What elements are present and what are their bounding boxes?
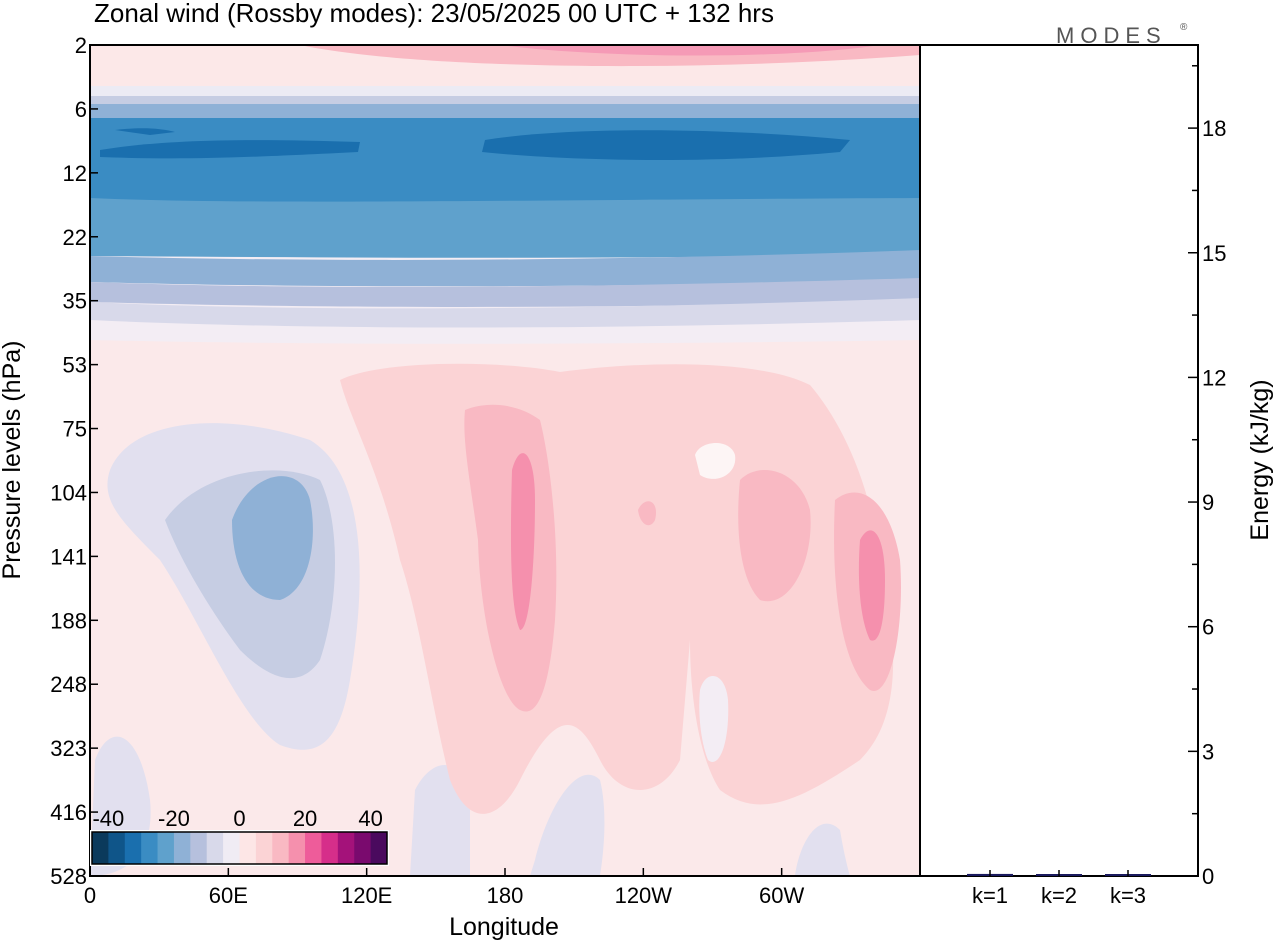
- y-axis-label: Pressure levels (hPa): [0, 341, 26, 580]
- modes-logo: MODES: [1056, 23, 1167, 48]
- registered-mark: ®: [1180, 22, 1188, 33]
- energy-tick-label: 9: [1202, 490, 1214, 515]
- energy-tick-label: 3: [1202, 739, 1214, 764]
- energy-bars: k=1 k=2 k=3: [967, 870, 1151, 908]
- energy-tick-label: 18: [1202, 116, 1226, 141]
- colorbar-swatch: [206, 832, 224, 864]
- colorbar: -40 -20 0 20 40: [90, 806, 389, 866]
- y-tick-label: 6: [75, 97, 87, 122]
- zonal-wind-heatmap: [90, 45, 920, 876]
- y-tick-label: 53: [63, 353, 87, 378]
- x-tick-label: 60W: [759, 883, 804, 908]
- x-tick-label: 0: [84, 883, 96, 908]
- y-tick-label: 528: [50, 864, 87, 889]
- colorbar-tick-label: 0: [233, 806, 245, 831]
- energy-axis-label: Energy (kJ/kg): [1246, 379, 1274, 540]
- energy-tick-label: 0: [1202, 864, 1214, 889]
- colorbar-swatch: [337, 832, 355, 864]
- colorbar-swatch: [239, 832, 257, 864]
- colorbar-swatch: [288, 832, 306, 864]
- x-tick-label: 60E: [209, 883, 248, 908]
- colorbar-swatch: [173, 832, 191, 864]
- colorbar-swatch: [354, 832, 372, 864]
- westerly-max-east: [858, 530, 885, 641]
- y-tick-label: 141: [50, 544, 87, 569]
- colorbar-swatch: [272, 832, 290, 864]
- energy-category-label: k=2: [1041, 883, 1077, 908]
- energy-category-label: k=1: [972, 883, 1008, 908]
- colorbar-swatch: [255, 832, 273, 864]
- y-tick-label: 416: [50, 800, 87, 825]
- y-tick-label: 35: [63, 289, 87, 314]
- energy-tick-label: 15: [1202, 241, 1226, 266]
- easterly-jet-band: [90, 118, 920, 206]
- colorbar-swatch: [157, 832, 175, 864]
- energy-category-label: k=3: [1110, 883, 1146, 908]
- colorbar-swatch: [108, 832, 126, 864]
- westerly-max-west: [510, 453, 535, 630]
- energy-tick-label: 12: [1202, 365, 1226, 390]
- y-tick-label: 2: [75, 33, 87, 58]
- y-axis-ticks: 2 6 12 22 35 53 75 104 141 188 248 323 416 528: [50, 33, 98, 889]
- colorbar-swatch: [370, 832, 388, 864]
- colorbar-swatch: [124, 832, 142, 864]
- y-tick-label: 188: [50, 608, 87, 633]
- energy-axis-ticks: 0 3 6 9 12 15 18: [1188, 65, 1226, 889]
- x-axis-ticks: 0 60E 120E 180 120W 60W: [84, 868, 805, 908]
- chart-title: Zonal wind (Rossby modes): 23/05/2025 00…: [94, 0, 774, 28]
- colorbar-swatch: [321, 832, 339, 864]
- colorbar-swatch: [223, 832, 240, 864]
- colorbar-tick-label: -40: [92, 806, 124, 831]
- y-tick-label: 104: [50, 480, 87, 505]
- colorbar-tick-label: 40: [358, 806, 382, 831]
- colorbar-swatch: [92, 832, 109, 864]
- y-tick-label: 248: [50, 672, 87, 697]
- colorbar-tick-label: 20: [293, 806, 317, 831]
- easterly-jet-core-east: [482, 130, 850, 160]
- colorbar-swatch: [305, 832, 322, 864]
- colorbar-swatch: [141, 832, 159, 864]
- y-tick-label: 22: [63, 225, 87, 250]
- y-tick-label: 75: [63, 417, 87, 442]
- y-tick-label: 12: [63, 161, 87, 186]
- energy-tick-label: 6: [1202, 615, 1214, 640]
- x-tick-label: 120W: [615, 883, 673, 908]
- x-axis-label: Longitude: [449, 913, 559, 941]
- energy-panel-frame: [919, 44, 1199, 877]
- easterly-jet-core-west: [100, 140, 360, 159]
- colorbar-frame: [91, 831, 388, 865]
- colorbar-swatch: [190, 832, 208, 864]
- y-tick-label: 323: [50, 736, 87, 761]
- x-tick-label: 180: [487, 883, 524, 908]
- colorbar-tick-label: -20: [158, 806, 190, 831]
- easterly-cell-core: [232, 476, 313, 600]
- x-tick-label: 120E: [341, 883, 392, 908]
